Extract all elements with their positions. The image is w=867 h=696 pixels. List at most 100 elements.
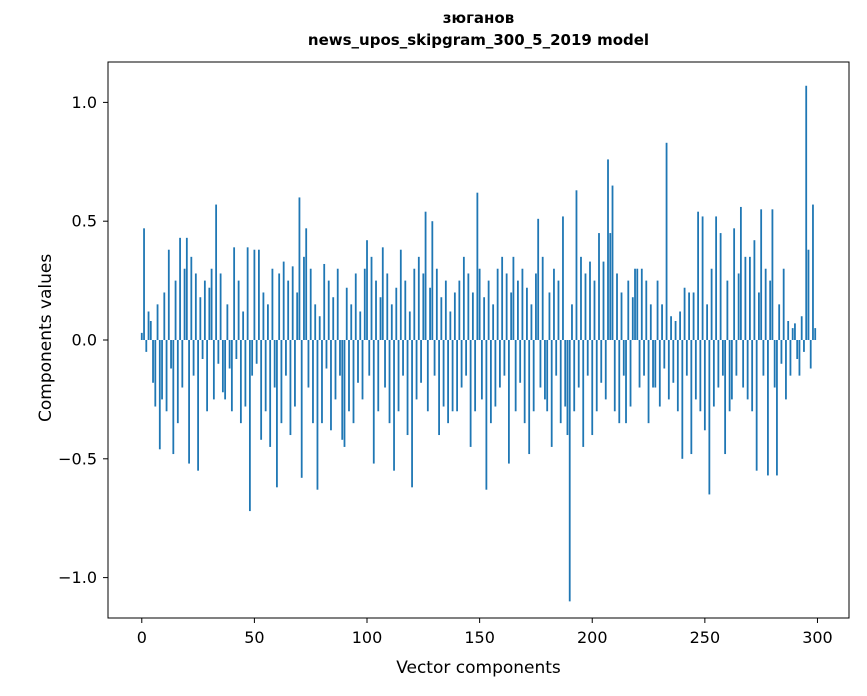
- bar: [683, 287, 686, 340]
- bar: [206, 340, 208, 412]
- bar: [228, 340, 231, 369]
- bar: [589, 261, 591, 340]
- bar: [453, 292, 456, 340]
- bar: [469, 340, 472, 447]
- bar: [636, 268, 639, 340]
- bar: [555, 340, 558, 376]
- bar: [528, 340, 531, 455]
- bar: [746, 340, 749, 400]
- bar: [458, 280, 461, 340]
- bar: [276, 340, 278, 488]
- bar: [749, 256, 751, 340]
- bar: [183, 268, 186, 340]
- bar: [318, 316, 321, 340]
- bar: [188, 340, 190, 464]
- bar: [143, 228, 145, 340]
- bar: [805, 85, 808, 340]
- bar: [676, 340, 679, 412]
- bar: [758, 292, 760, 340]
- bar: [343, 340, 346, 447]
- bar: [785, 340, 787, 400]
- bar: [152, 340, 154, 383]
- bar: [480, 340, 483, 400]
- bar: [158, 340, 161, 450]
- bar: [462, 256, 465, 340]
- bar: [230, 340, 233, 412]
- x-tick-label: 100: [352, 628, 383, 647]
- bar: [332, 297, 335, 340]
- bar: [147, 311, 150, 340]
- bar: [359, 311, 362, 340]
- bar: [390, 304, 393, 340]
- bar: [327, 280, 330, 340]
- bar: [658, 340, 661, 407]
- bar: [728, 340, 731, 412]
- bar: [435, 268, 438, 340]
- bar: [681, 340, 684, 459]
- bar: [217, 340, 220, 364]
- bar: [697, 211, 699, 340]
- bar: [618, 340, 621, 424]
- bar: [517, 280, 519, 340]
- bar: [735, 340, 738, 376]
- bar: [762, 340, 765, 376]
- bar: [413, 268, 416, 340]
- bar: [593, 280, 596, 340]
- bar: [652, 340, 654, 388]
- bar: [285, 340, 287, 376]
- bar: [170, 340, 172, 369]
- bar: [140, 332, 143, 340]
- bar: [314, 304, 317, 340]
- bar: [348, 340, 350, 412]
- bar: [803, 340, 805, 352]
- bar: [305, 228, 308, 340]
- bar: [269, 340, 272, 447]
- bar: [496, 268, 499, 340]
- bar: [661, 304, 663, 340]
- bar: [566, 340, 569, 436]
- bar: [620, 292, 623, 340]
- y-tick-label: −0.5: [58, 449, 97, 468]
- bar: [395, 287, 398, 340]
- bar: [609, 233, 612, 340]
- y-tick-label: 0.0: [72, 331, 97, 350]
- bar: [557, 280, 560, 340]
- bar: [638, 340, 641, 388]
- bar: [613, 340, 616, 412]
- bar: [287, 280, 290, 340]
- x-tick-label: 250: [690, 628, 721, 647]
- bar: [404, 280, 407, 340]
- bar: [483, 297, 486, 340]
- bars: [140, 85, 817, 602]
- bar: [388, 340, 391, 424]
- bar: [634, 268, 636, 340]
- bar: [267, 304, 269, 340]
- bar: [233, 247, 236, 340]
- bar: [591, 340, 594, 436]
- bar: [674, 320, 677, 340]
- bar: [197, 340, 199, 471]
- bar: [402, 340, 404, 376]
- bar: [366, 240, 368, 340]
- bar: [224, 340, 227, 400]
- bar: [262, 292, 265, 340]
- bar: [717, 340, 720, 388]
- bar: [510, 292, 513, 340]
- bar: [787, 320, 790, 340]
- bar: [208, 287, 211, 340]
- bar: [539, 340, 542, 388]
- bar: [219, 273, 222, 340]
- bar: [692, 292, 695, 340]
- bar: [370, 256, 373, 340]
- bar: [562, 216, 564, 340]
- bar: [499, 340, 501, 388]
- x-tick-label: 300: [802, 628, 833, 647]
- bar: [386, 273, 389, 340]
- bar: [375, 280, 377, 340]
- bar: [744, 256, 747, 340]
- bar: [667, 340, 670, 400]
- bar: [629, 340, 632, 407]
- bar: [411, 340, 413, 488]
- bar: [699, 340, 702, 412]
